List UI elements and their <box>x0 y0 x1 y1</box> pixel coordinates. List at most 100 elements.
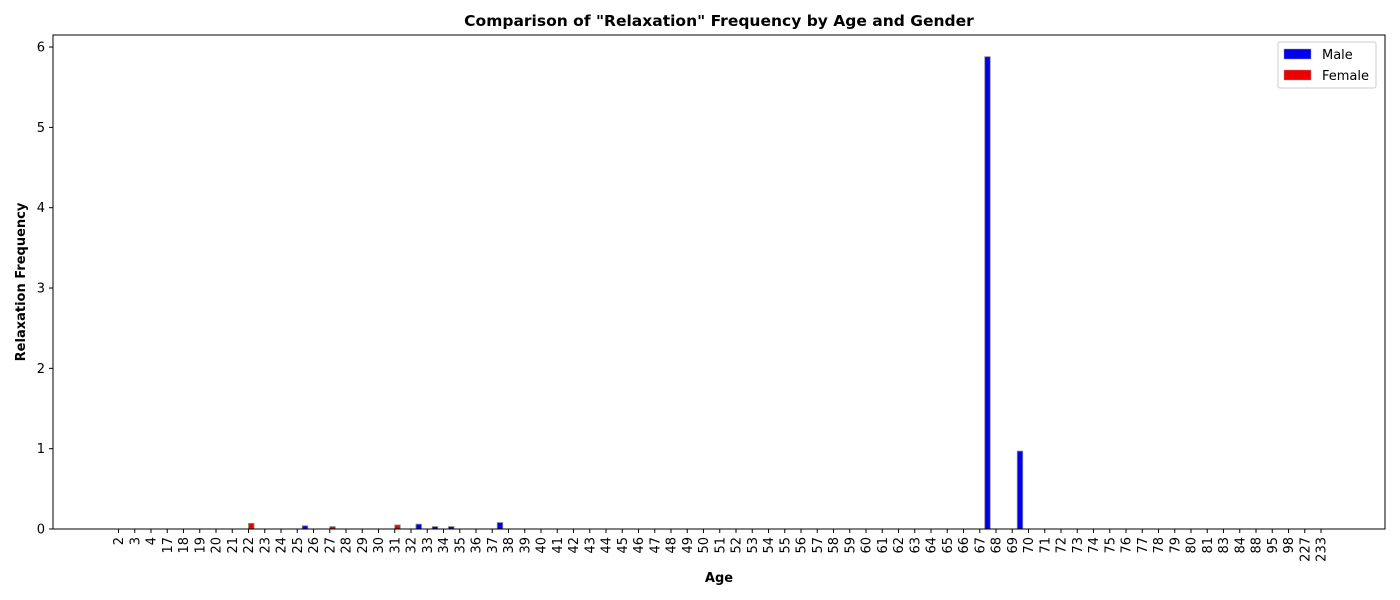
x-tick-label: 71 <box>1038 537 1053 554</box>
x-tick-label: 70 <box>1022 537 1037 554</box>
x-tick-label: 227 <box>1298 537 1313 562</box>
x-axis: 2 3 4 17 18 19 20 21 22 23 24 25 26 27 28 29 30 31 32 33 34 3… <box>112 529 1330 562</box>
x-tick-label: 22 <box>242 537 257 554</box>
x-tick-label: 77 <box>1136 537 1151 554</box>
x-tick-label: 33 <box>421 537 436 554</box>
x-tick-label: 52 <box>730 537 745 554</box>
x-tick-label: 26 <box>307 537 322 554</box>
x-tick-label: 68 <box>990 537 1005 554</box>
legend: Male Female <box>1277 41 1377 89</box>
y-tick-label: 2 <box>37 362 45 377</box>
y-axis-label: Relaxation Frequency <box>14 202 29 361</box>
x-tick-label: 28 <box>340 537 355 554</box>
bar-male-age-32 <box>415 523 422 530</box>
legend-swatch-female <box>1283 69 1312 81</box>
x-tick-label: 54 <box>762 537 777 554</box>
bar-female-age-31 <box>394 524 401 530</box>
x-tick-label: 46 <box>632 537 647 554</box>
x-tick-label: 42 <box>567 537 582 554</box>
bars-group <box>248 56 1024 530</box>
x-tick-label: 18 <box>177 537 192 554</box>
y-axis: 0 1 2 3 4 5 6 <box>37 41 53 538</box>
x-tick-label: 61 <box>876 537 891 554</box>
y-tick-label: 1 <box>37 442 45 457</box>
x-tick-label: 81 <box>1201 537 1216 554</box>
x-tick-label: 53 <box>746 537 761 554</box>
x-tick-label: 88 <box>1250 537 1265 554</box>
legend-swatch-male <box>1283 48 1312 60</box>
x-tick-label: 43 <box>583 537 598 554</box>
x-tick-label: 57 <box>811 537 826 554</box>
x-tick-label: 72 <box>1055 537 1070 554</box>
x-tick-label: 44 <box>600 537 615 554</box>
x-tick-label: 38 <box>502 537 517 554</box>
x-tick-label: 83 <box>1217 537 1232 554</box>
x-tick-label: 3 <box>128 537 143 545</box>
x-tick-label: 41 <box>551 537 566 554</box>
x-tick-label: 233 <box>1315 537 1330 562</box>
y-tick-label: 5 <box>37 121 45 136</box>
x-tick-label: 65 <box>941 537 956 554</box>
x-axis-label: Age <box>705 571 733 586</box>
x-tick-label: 23 <box>258 537 273 554</box>
x-tick-label: 4 <box>145 537 160 545</box>
x-tick-label: 20 <box>210 537 225 554</box>
x-tick-label: 84 <box>1233 537 1248 554</box>
x-tick-label: 58 <box>827 537 842 554</box>
y-tick-label: 3 <box>37 282 45 297</box>
x-tick-label: 25 <box>291 537 306 554</box>
x-tick-label: 30 <box>372 537 387 554</box>
y-tick-label: 0 <box>37 523 45 538</box>
bar-male-age-69 <box>1016 450 1024 530</box>
x-tick-label: 64 <box>925 537 940 554</box>
x-tick-label: 19 <box>193 537 208 554</box>
x-tick-label: 21 <box>226 537 241 554</box>
x-tick-label: 56 <box>795 537 810 554</box>
y-tick-label: 4 <box>37 201 45 216</box>
x-tick-label: 48 <box>665 537 680 554</box>
x-tick-label: 45 <box>616 537 631 554</box>
x-tick-label: 17 <box>161 537 176 554</box>
x-tick-label: 50 <box>697 537 712 554</box>
x-tick-label: 51 <box>713 537 728 554</box>
bar-male-age-37 <box>496 522 504 530</box>
x-tick-label: 74 <box>1087 537 1102 554</box>
x-tick-label: 29 <box>356 537 371 554</box>
bar-male-age-67 <box>984 56 991 530</box>
x-tick-label: 55 <box>778 537 793 554</box>
chart-title: Comparison of "Relaxation" Frequency by … <box>464 12 974 30</box>
x-tick-label: 2 <box>112 537 127 545</box>
x-tick-label: 37 <box>486 537 501 554</box>
x-tick-label: 80 <box>1185 537 1200 554</box>
bar-female-age-22 <box>248 522 255 530</box>
x-tick-label: 34 <box>437 537 452 554</box>
legend-label-male: Male <box>1322 48 1353 63</box>
x-tick-label: 27 <box>323 537 338 554</box>
x-tick-label: 32 <box>405 537 420 554</box>
x-tick-label: 35 <box>453 537 468 554</box>
x-tick-label: 75 <box>1103 537 1118 554</box>
x-tick-label: 79 <box>1168 537 1183 554</box>
x-tick-label: 39 <box>518 537 533 554</box>
legend-label-female: Female <box>1322 69 1369 84</box>
x-tick-label: 95 <box>1266 537 1281 554</box>
x-tick-label: 49 <box>681 537 696 554</box>
plot-frame <box>52 34 1386 530</box>
y-tick-label: 6 <box>37 41 45 56</box>
x-tick-label: 62 <box>892 537 907 554</box>
x-tick-label: 47 <box>648 537 663 554</box>
x-tick-label: 59 <box>843 537 858 554</box>
x-tick-label: 24 <box>275 537 290 554</box>
x-tick-label: 31 <box>388 537 403 554</box>
x-tick-label: 40 <box>535 537 550 554</box>
x-tick-label: 36 <box>470 537 485 554</box>
x-tick-label: 63 <box>908 537 923 554</box>
x-tick-label: 98 <box>1282 537 1297 554</box>
x-tick-label: 76 <box>1120 537 1135 554</box>
x-tick-label: 67 <box>973 537 988 554</box>
x-tick-label: 66 <box>957 537 972 554</box>
x-tick-label: 78 <box>1152 537 1167 554</box>
x-tick-label: 69 <box>1006 537 1021 554</box>
x-tick-label: 60 <box>860 537 875 554</box>
